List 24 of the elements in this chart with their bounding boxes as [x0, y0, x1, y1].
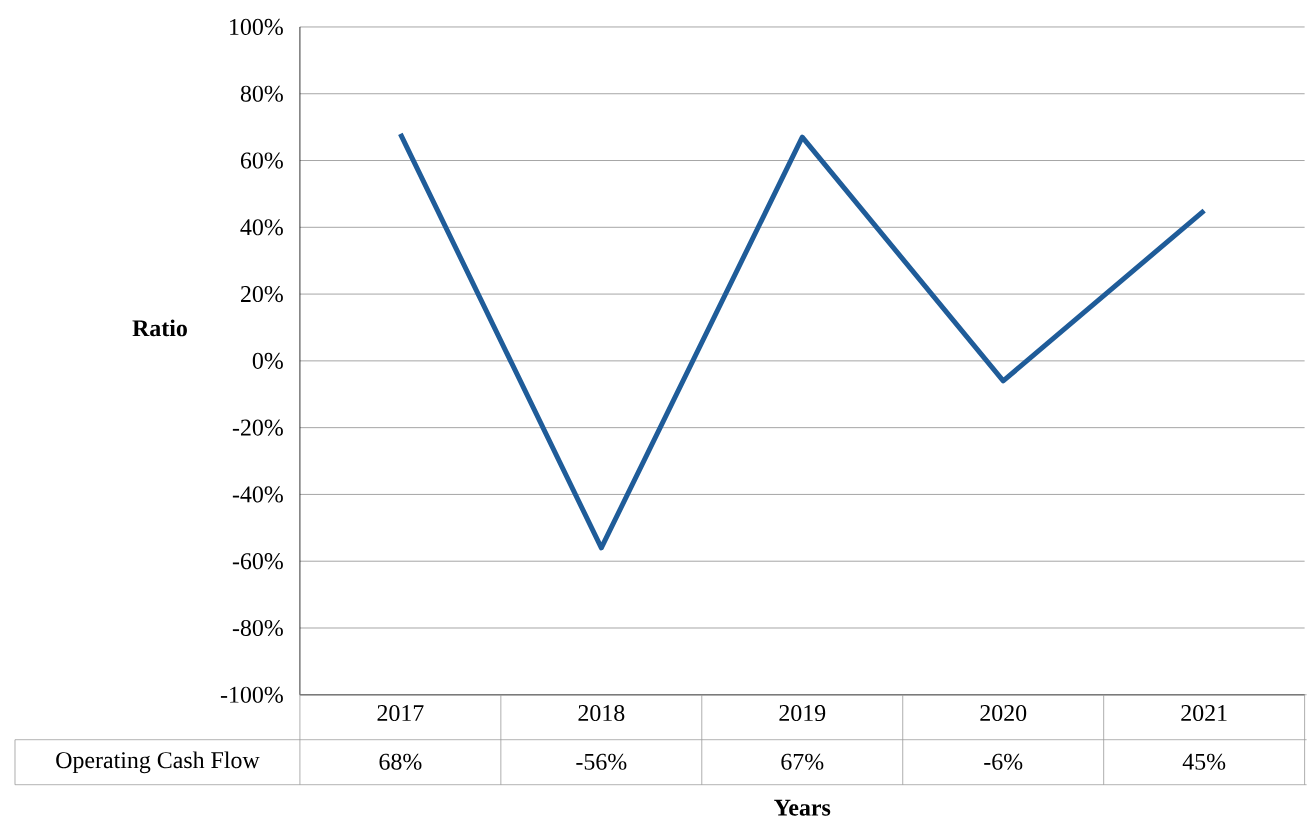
x-tick-label: 2019	[779, 705, 826, 722]
y-tick-label: 80%	[240, 85, 283, 103]
y-axis-title: Ratio	[132, 319, 187, 337]
text: Operating Cash Flow	[56, 751, 260, 774]
y-tick-label: -20%	[232, 419, 283, 436]
x-tick-label: 2018	[578, 705, 625, 722]
data-label: 67%	[781, 753, 824, 771]
y-tick-label: 100%	[230, 19, 283, 36]
y-tick-label: 0%	[252, 352, 283, 370]
x-tick-label: 2017	[377, 705, 424, 722]
data-label: 68%	[379, 753, 422, 771]
y-tick-label: -100%	[220, 686, 283, 704]
y-tick-label: 20%	[240, 286, 283, 303]
y-tick-label: 60%	[240, 152, 283, 169]
y-tick-label: -40%	[232, 486, 283, 503]
y-tick-label: -60%	[232, 553, 283, 570]
y-tick-label: 40%	[240, 219, 283, 236]
data-label: -56%	[576, 753, 627, 771]
x-tick-label: 2020	[980, 705, 1027, 722]
x-axis-title: Years	[774, 799, 831, 816]
data-label: 45%	[1182, 753, 1226, 771]
data-label: -6%	[984, 753, 1023, 771]
y-tick-label: -80%	[232, 620, 283, 637]
x-tick-label: 2021	[1181, 705, 1227, 722]
